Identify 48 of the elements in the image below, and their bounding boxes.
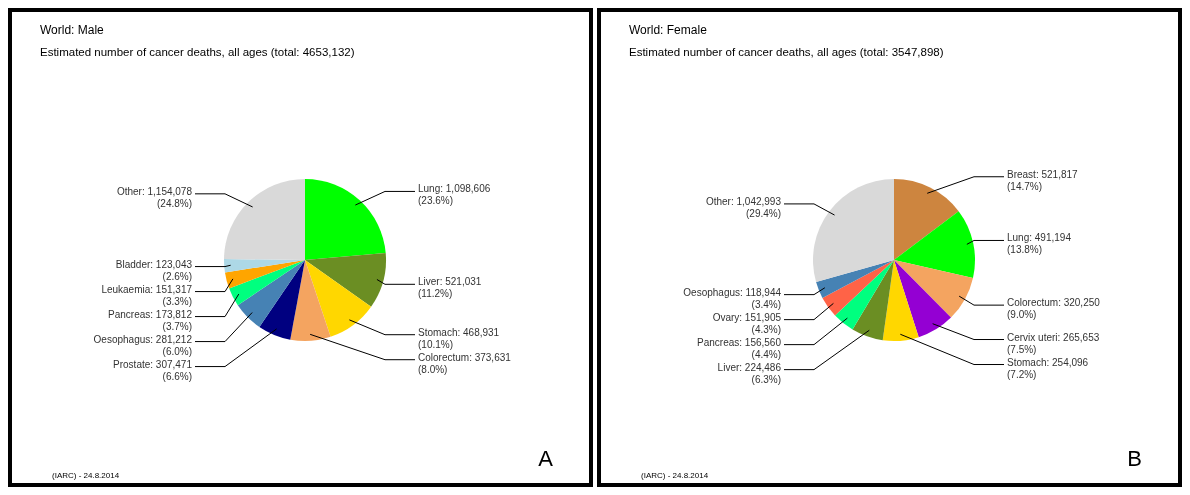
text: B — [1127, 446, 1142, 471]
slice-label: Other: 1,154,078 (24.8%) — [116, 185, 193, 209]
slice-label: Oesophagus: 281,212 (6.0%) — [93, 333, 193, 357]
text: A — [538, 446, 554, 471]
pie-slice — [237, 260, 305, 327]
pie-slice — [224, 258, 305, 273]
slice-label: Stomach: 254,096 (7.2%) — [1007, 356, 1089, 380]
pie-slice — [813, 179, 894, 283]
pie-slice — [290, 260, 331, 341]
pie-slice — [894, 260, 973, 318]
text: (IARC) - 24.8.2014 — [641, 471, 709, 480]
pie-slice — [259, 260, 305, 340]
slice-label: Liver: 521,031 (11.2%) — [418, 276, 482, 300]
slice-label: Pancreas: 173,812 (3.7%) — [108, 308, 193, 332]
slice-label: Prostate: 307,471 (6.6%) — [113, 358, 193, 382]
pie-slice — [224, 260, 305, 289]
pie-slice — [816, 260, 894, 298]
pie-slice — [882, 260, 919, 341]
slice-label: Stomach: 468,931 (10.1%) — [418, 326, 500, 350]
pie-slice — [894, 179, 959, 260]
slice-label: Cervix uteri: 265,653 (7.5%) — [1007, 331, 1100, 355]
chart-title: World: Female — [629, 23, 708, 37]
pie-slice — [894, 211, 975, 278]
slice-label: Lung: 1,098,606 (23.6%) — [418, 183, 491, 207]
pie-slice — [852, 260, 894, 341]
slice-label: Bladder: 123,043 (2.6%) — [115, 258, 193, 282]
pie-slice — [305, 252, 386, 307]
chart-subtitle: Estimated number of cancer deaths, all ages (total: 4653,132) — [40, 46, 355, 58]
pie-slice — [822, 260, 894, 316]
slice-label: Colorectum: 320,250 (9.0%) — [1007, 297, 1101, 321]
chart-title: World: Male — [40, 23, 105, 37]
pie-slice — [835, 260, 894, 330]
slice-label: Ovary: 151,905 (4.3%) — [712, 311, 782, 335]
chart-subtitle: Estimated number of cancer deaths, all ages (total: 3547,898) — [629, 46, 944, 58]
pie-slice — [305, 260, 372, 337]
pie-slice — [229, 260, 305, 306]
slice-label: Liver: 224,486 (6.3%) — [717, 361, 782, 385]
slice-label: Leukaemia: 151,317 (3.3%) — [101, 283, 193, 307]
pie-slice — [305, 179, 386, 260]
text: (IARC) - 24.8.2014 — [52, 471, 120, 480]
pie-slice — [224, 179, 305, 260]
slice-label: Oesophagus: 118,944 (3.4%) — [683, 286, 782, 310]
pie-slice — [894, 260, 951, 338]
slice-label: Breast: 521,817 (14.7%) — [1007, 168, 1079, 192]
slice-label: Pancreas: 156,560 (4.4%) — [697, 336, 782, 360]
slice-label: Lung: 491,194 (13.8%) — [1007, 232, 1072, 256]
slice-label: Other: 1,042,993 (29.4%) — [705, 195, 782, 219]
slice-label: Colorectum: 373,631 (8.0%) — [418, 351, 512, 375]
